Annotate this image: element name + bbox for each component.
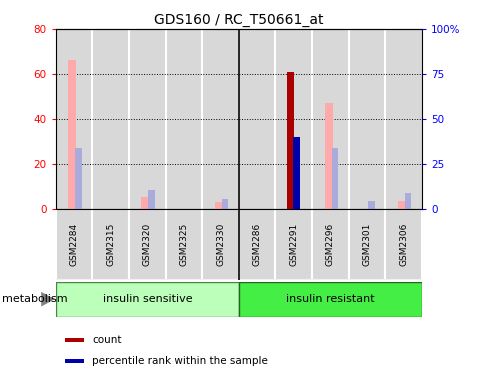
Text: percentile rank within the sample: percentile rank within the sample <box>92 356 268 366</box>
Bar <box>384 209 421 280</box>
Bar <box>148 190 155 209</box>
Title: GDS160 / RC_T50661_at: GDS160 / RC_T50661_at <box>154 13 323 27</box>
Bar <box>129 209 166 280</box>
Bar <box>331 148 337 209</box>
Bar <box>404 193 410 209</box>
Bar <box>65 339 84 343</box>
Bar <box>312 29 348 209</box>
Bar <box>92 209 129 280</box>
Bar <box>129 29 166 209</box>
Bar <box>324 103 332 209</box>
Bar <box>56 209 92 280</box>
Bar <box>141 197 149 209</box>
Bar <box>239 209 275 280</box>
Text: GSM2286: GSM2286 <box>252 223 261 266</box>
Bar <box>238 29 275 209</box>
Bar <box>348 29 384 209</box>
Bar <box>312 209 348 280</box>
Bar <box>56 29 92 209</box>
Text: GSM2291: GSM2291 <box>288 223 298 266</box>
Bar <box>75 148 82 209</box>
Text: GSM2320: GSM2320 <box>142 223 151 266</box>
Bar <box>367 201 374 209</box>
Text: GSM2284: GSM2284 <box>69 223 78 266</box>
Bar <box>293 137 300 209</box>
Text: GSM2296: GSM2296 <box>325 223 334 266</box>
Bar <box>202 209 239 280</box>
Text: GSM2325: GSM2325 <box>179 223 188 266</box>
Text: GSM2301: GSM2301 <box>362 223 371 266</box>
Bar <box>384 29 421 209</box>
Text: GSM2315: GSM2315 <box>106 223 115 266</box>
Bar <box>166 209 202 280</box>
Text: insulin sensitive: insulin sensitive <box>102 294 192 304</box>
Bar <box>287 72 293 209</box>
Bar <box>68 60 76 209</box>
Text: count: count <box>92 336 121 346</box>
Bar <box>221 198 228 209</box>
Bar <box>397 201 405 209</box>
Bar <box>214 202 222 209</box>
Bar <box>202 29 238 209</box>
Text: GSM2330: GSM2330 <box>215 223 225 266</box>
Bar <box>275 29 312 209</box>
Text: metabolism: metabolism <box>2 294 68 304</box>
Polygon shape <box>41 292 55 307</box>
Bar <box>65 359 84 363</box>
Text: GSM2306: GSM2306 <box>398 223 408 266</box>
Bar <box>92 29 129 209</box>
Text: insulin resistant: insulin resistant <box>286 294 374 304</box>
Bar <box>56 282 239 317</box>
Bar <box>166 29 202 209</box>
Bar <box>275 209 312 280</box>
Bar <box>239 282 421 317</box>
Bar <box>348 209 385 280</box>
